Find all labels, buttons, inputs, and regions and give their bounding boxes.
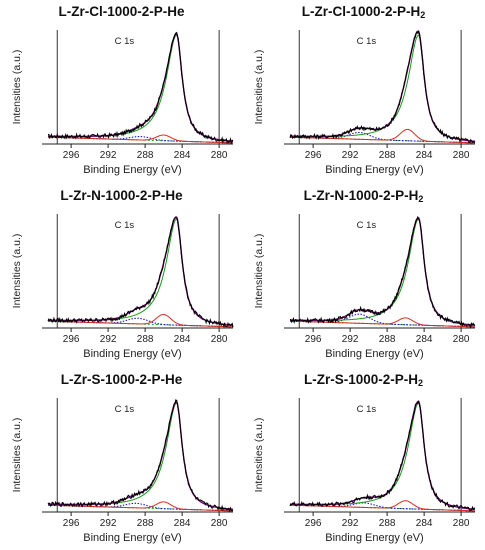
x-tick-label: 296 [63,518,80,529]
chart-title: L-Zr-Cl-1000-2-P-He [58,4,185,19]
x-tick-label: 288 [379,518,396,529]
x-tick-label: 288 [379,334,396,345]
x-tick-label: 292 [100,518,117,529]
measured-spectrum [47,31,234,145]
c1s-spectrum-plot: 296 292 288 284 280 Binding Energy (eV) Intens… [253,398,476,544]
fit-envelope [48,216,234,326]
measured-spectrum [289,215,476,329]
measured-spectrum [289,400,476,512]
x-tick-label: 280 [211,518,228,529]
shoulder-component [290,128,476,144]
x-tick-label: 288 [379,150,396,161]
measured-spectrum [289,29,476,144]
shoulder-component [290,500,476,512]
x-axis-label: Binding Energy (eV) [325,348,423,360]
chart-panel: L-Zr-S-1000-2-P-He 296 292 288 284 280 Bindin… [0,368,243,550]
chart-title: L-Zr-S-1000-2-P-He [60,372,183,387]
y-axis-label: Intensities (a.u.) [11,50,23,125]
x-tick-label: 292 [100,334,117,345]
peak-label: C 1s [115,404,135,415]
x-axis-label: Binding Energy (eV) [83,532,181,544]
x-tick-label: 284 [174,518,191,529]
main-component [290,34,476,142]
measured-spectrum [47,217,234,328]
x-tick-label: 280 [211,150,228,161]
y-axis-label: Intensities (a.u.) [253,50,265,125]
chart-panel: L-Zr-S-1000-2-P-H2 296 292 288 284 280 Bindin… [242,368,485,550]
x-tick-label: 296 [63,334,80,345]
x-tick-label: 296 [305,334,322,345]
x-tick-label: 284 [416,518,433,529]
x-tick-label: 292 [342,518,359,529]
c1s-spectrum-plot: 296 292 288 284 280 Binding Energy (eV) Intens… [253,29,476,176]
shoulder-component [290,317,476,328]
x-tick-label: 280 [453,518,470,529]
x-tick-label: 284 [174,150,191,161]
fit-envelope [290,30,476,142]
main-component [290,218,476,326]
c1s-spectrum-plot: 296 292 288 284 280 Binding Energy (eV) Intens… [253,214,476,360]
peak-label: C 1s [357,36,377,47]
x-tick-label: 280 [453,150,470,161]
c1s-spectrum-plot: 296 292 288 284 280 Binding Energy (eV) Intens… [11,30,234,176]
x-axis-label: Binding Energy (eV) [83,164,181,176]
x-tick-label: 296 [63,150,80,161]
y-axis-label: Intensities (a.u.) [11,418,23,493]
x-axis-label: Binding Energy (eV) [83,348,181,360]
x-tick-label: 288 [137,150,154,161]
x-tick-label: 292 [342,334,359,345]
chart-title: L-Zr-Cl-1000-2-P-H2 [301,4,426,20]
y-axis-label: Intensities (a.u.) [11,234,23,309]
chart-panel: L-Zr-N-1000-2-P-H2 296 292 288 284 280 Bindin… [242,184,485,369]
x-tick-label: 296 [305,518,322,529]
y-axis-label: Intensities (a.u.) [253,418,265,493]
peak-label: C 1s [357,220,377,231]
x-tick-label: 284 [174,334,191,345]
y-axis-label: Intensities (a.u.) [253,234,265,309]
x-tick-label: 284 [416,150,433,161]
fit-envelope [290,217,476,326]
main-component [290,402,476,510]
x-tick-label: 288 [137,334,154,345]
chart-panel: L-Zr-Cl-1000-2-P-He 296 292 288 284 280 Bindi… [0,0,243,185]
chart-title: L-Zr-S-1000-2-P-H2 [303,372,424,388]
x-tick-label: 292 [342,150,359,161]
x-axis-label: Binding Energy (eV) [325,164,423,176]
peak-label: C 1s [115,36,135,47]
x-axis-label: Binding Energy (eV) [325,532,423,544]
x-tick-label: 284 [416,334,433,345]
x-tick-label: 280 [453,334,470,345]
c1s-spectrum-plot: 296 292 288 284 280 Binding Energy (eV) Intens… [11,214,234,360]
x-tick-label: 288 [137,518,154,529]
chart-panel: L-Zr-Cl-1000-2-P-H2 296 292 288 284 280 Bindi… [242,0,485,185]
x-tick-label: 296 [305,150,322,161]
c1s-spectrum-plot: 296 292 288 284 280 Binding Energy (eV) Intens… [11,398,234,544]
chart-panel: L-Zr-N-1000-2-P-He 296 292 288 284 280 Bindin… [0,184,243,369]
x-tick-label: 292 [100,150,117,161]
peak-label: C 1s [115,220,135,231]
shoulder-component [48,314,234,328]
shoulder-component [48,134,234,144]
measured-spectrum [47,399,234,513]
chart-title: L-Zr-N-1000-2-P-H2 [303,188,424,204]
fit-envelope [290,400,476,510]
peak-label: C 1s [357,404,377,415]
chart-title: L-Zr-N-1000-2-P-He [60,188,183,203]
x-tick-label: 280 [211,334,228,345]
main-component [48,218,234,326]
